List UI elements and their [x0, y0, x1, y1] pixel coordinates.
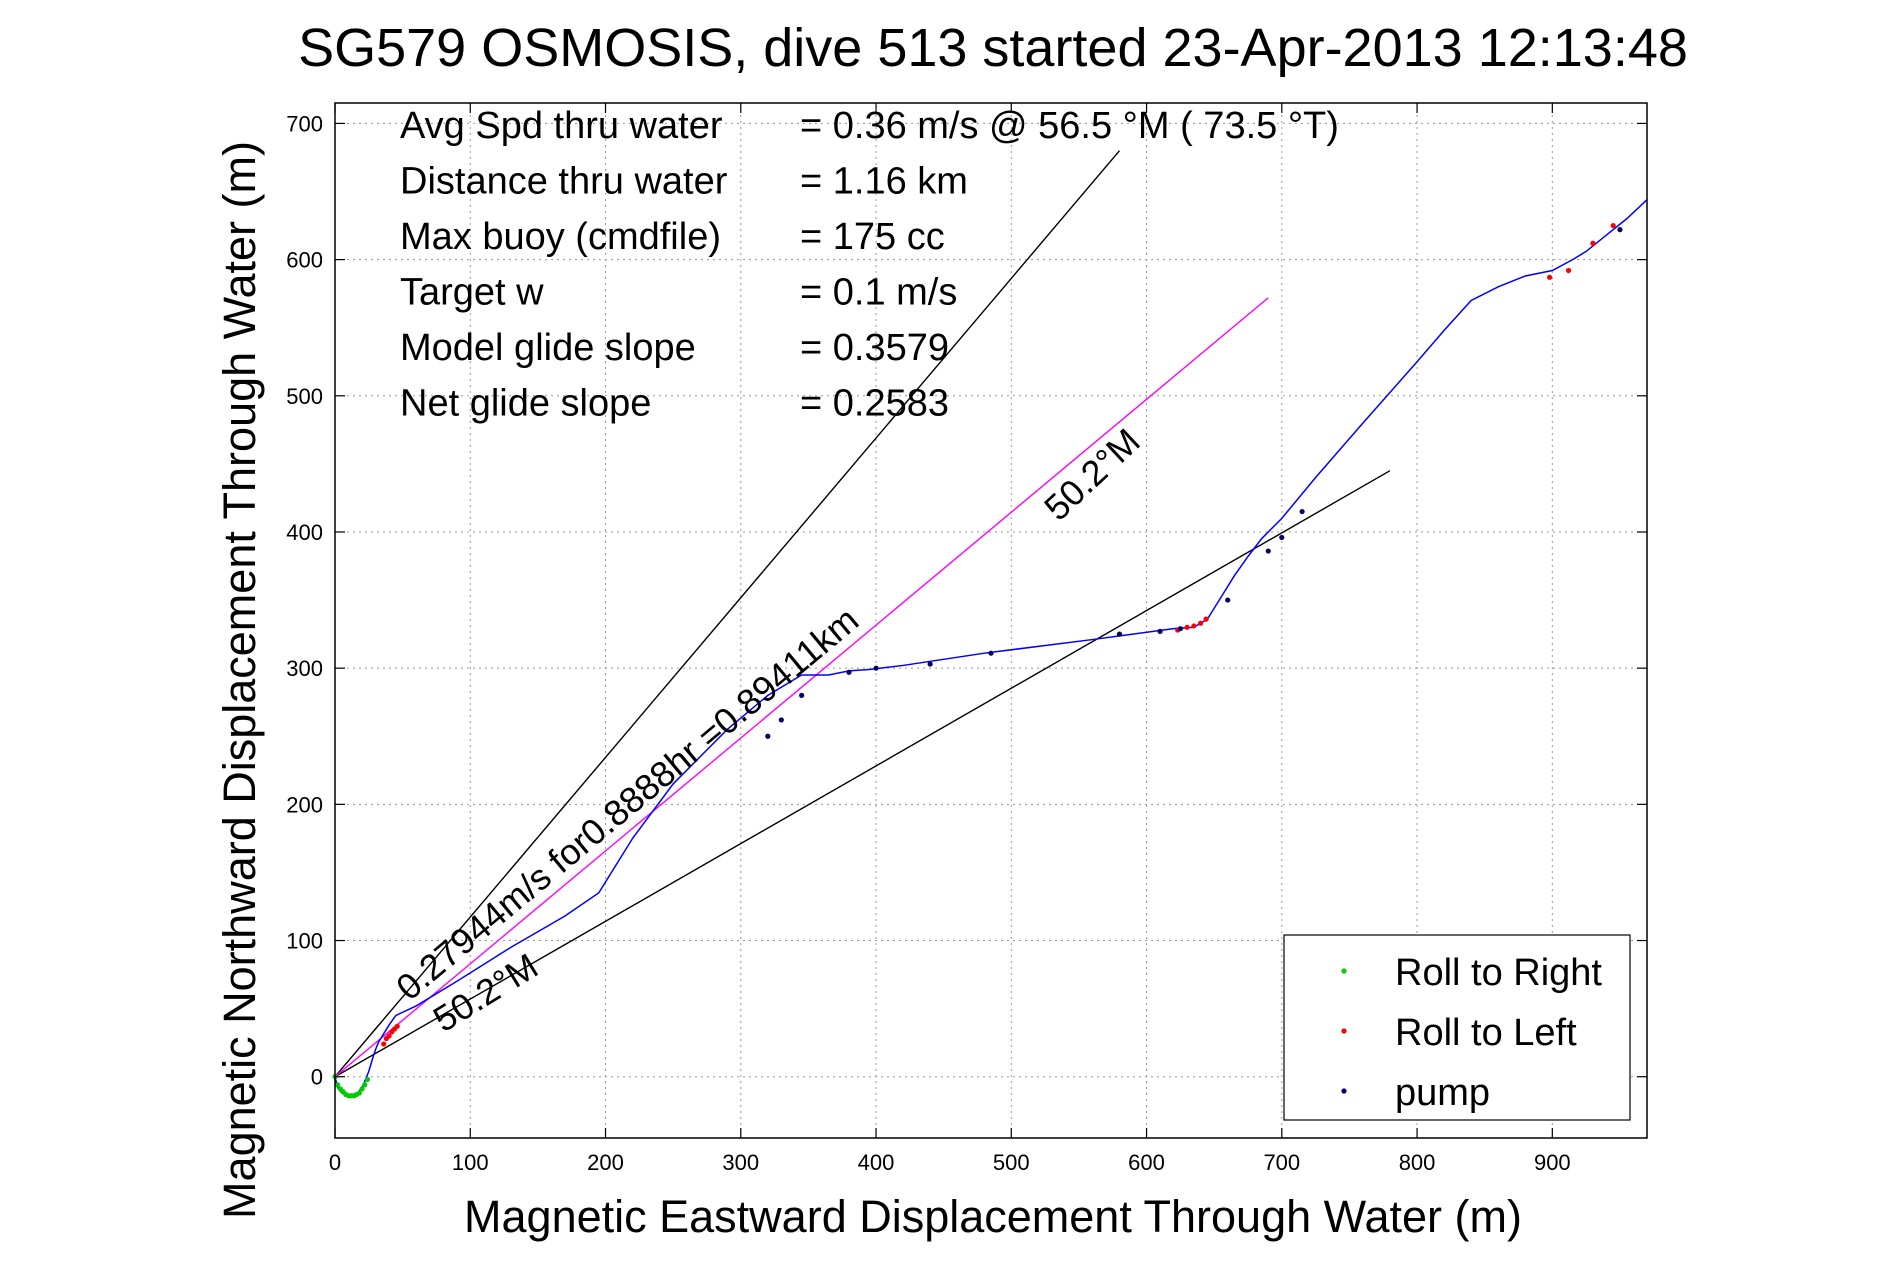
roll-left-point — [1203, 616, 1209, 622]
roll-right-point — [356, 1090, 362, 1096]
pump-point — [1617, 227, 1623, 233]
y-axis-title: Magnetic Northward Displacement Through … — [214, 141, 265, 1219]
legend-marker — [1341, 1028, 1347, 1034]
y-tick-label: 400 — [286, 520, 323, 545]
roll-left-point — [1590, 240, 1596, 246]
x-tick-label: 200 — [587, 1150, 624, 1175]
stat-label: Model glide slope — [400, 327, 696, 369]
stat-value: = 175 cc — [800, 216, 945, 258]
x-tick-label: 800 — [1399, 1150, 1436, 1175]
y-tick-label: 0 — [311, 1065, 323, 1090]
roll-right-point — [335, 1082, 341, 1088]
stats-block: Avg Spd thru water = 0.36 m/s @ 56.5 °M (… — [400, 105, 1339, 425]
pump-point — [846, 669, 852, 675]
x-axis-title: Magnetic Eastward Displacement Through W… — [464, 1191, 1522, 1242]
x-tick-label: 700 — [1263, 1150, 1300, 1175]
reference-lines — [334, 150, 1391, 1078]
roll-left-point — [1184, 624, 1190, 630]
legend-label: Roll to Left — [1395, 1012, 1577, 1054]
stat-label: Avg Spd thru water — [400, 105, 723, 147]
stat-value: = 0.36 m/s @ 56.5 °M ( 73.5 °T) — [800, 105, 1339, 147]
y-tick-label: 200 — [286, 792, 323, 817]
pump-point — [873, 665, 879, 671]
roll-left-point — [394, 1023, 400, 1029]
stat-value: = 0.1 m/s — [800, 272, 957, 314]
pump-point — [988, 650, 994, 656]
x-tick-label: 300 — [722, 1150, 759, 1175]
roll-left-point — [1547, 274, 1553, 280]
pump-point — [1225, 597, 1231, 603]
roll-right-point — [362, 1082, 368, 1088]
axis-ticks: 0 100 200 300 400 500 600 700 800 900 0 100 200 300 40… — [286, 103, 1647, 1175]
reference-line-lower-bound — [334, 470, 1391, 1078]
roll-left-point — [386, 1033, 392, 1039]
pump-point — [1116, 631, 1123, 637]
x-tick-label: 100 — [452, 1150, 489, 1175]
x-tick-label: 400 — [858, 1150, 895, 1175]
pump-point — [778, 717, 784, 723]
x-tick-label: 500 — [993, 1150, 1030, 1175]
roll-right-point — [364, 1076, 371, 1083]
x-tick-label: 0 — [329, 1150, 341, 1175]
stat-value: = 0.2583 — [800, 383, 949, 425]
stat-label: Distance thru water — [400, 161, 728, 203]
pump-point — [1177, 626, 1183, 632]
pump-point — [1279, 534, 1285, 541]
pump-point — [927, 661, 933, 667]
stat-label: Net glide slope — [400, 383, 651, 425]
roll-left-point — [1191, 623, 1197, 629]
stat-value: = 1.16 km — [800, 161, 968, 203]
legend-label: pump — [1395, 1072, 1490, 1114]
stat-label: Max buoy (cmdfile) — [400, 216, 721, 258]
legend-marker — [1341, 968, 1347, 974]
y-tick-label: 100 — [286, 929, 323, 954]
roll-left-point — [1565, 267, 1572, 274]
reference-line-upper-bound — [334, 150, 1121, 1078]
pump-point — [1299, 508, 1305, 515]
roll-left-point — [381, 1041, 387, 1047]
y-tick-label: 500 — [286, 384, 323, 409]
legend-label: Roll to Right — [1395, 952, 1602, 994]
y-tick-label: 700 — [286, 111, 323, 136]
pump-point — [799, 692, 805, 699]
x-tick-label: 900 — [1534, 1150, 1571, 1175]
y-tick-label: 300 — [286, 656, 323, 681]
pump-point — [1157, 628, 1163, 634]
pump-point — [765, 733, 771, 739]
series-layer — [332, 199, 1648, 1099]
plot-frame — [334, 102, 1648, 1139]
stat-label: Target w — [400, 272, 544, 314]
chart-title: SG579 OSMOSIS, dive 513 started 23-Apr-2… — [298, 18, 1688, 78]
pump-point — [1265, 548, 1271, 554]
legend-box — [1283, 934, 1631, 1121]
legend-marker — [1341, 1088, 1347, 1094]
roll-left-point — [1198, 620, 1204, 626]
stat-value: = 0.3579 — [800, 327, 949, 369]
reference-line-net-direction — [334, 297, 1269, 1078]
roll-right-point — [359, 1086, 365, 1092]
y-tick-label: 600 — [286, 248, 323, 273]
x-tick-label: 600 — [1128, 1150, 1165, 1175]
roll-left-point — [1610, 222, 1616, 229]
legend: Roll to Right Roll to Left pump — [1283, 934, 1631, 1121]
